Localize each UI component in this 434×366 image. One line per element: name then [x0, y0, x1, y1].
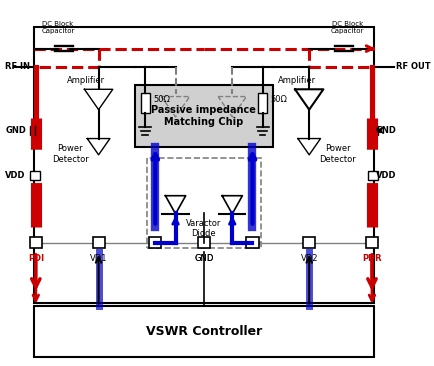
Text: DC Block
Capacitor: DC Block Capacitor [331, 21, 365, 34]
Bar [34, 27, 374, 303]
Text: Passive impedance
Matching Chip: Passive impedance Matching Chip [151, 105, 256, 127]
Bar [366, 238, 378, 249]
Bar [30, 126, 39, 135]
Text: RF OUT: RF OUT [396, 62, 431, 71]
Text: VSWR Controller: VSWR Controller [146, 325, 262, 339]
Text: 50Ω: 50Ω [153, 95, 170, 104]
Bar [141, 93, 150, 113]
Bar [30, 238, 42, 249]
Bar [247, 238, 259, 249]
Text: PDI: PDI [28, 254, 44, 263]
Bar [303, 238, 315, 249]
Bar [92, 238, 105, 249]
Text: 50Ω: 50Ω [271, 95, 288, 104]
Text: VD2: VD2 [300, 254, 318, 263]
Text: Power
Detector: Power Detector [319, 144, 356, 164]
Text: GND: GND [194, 254, 214, 263]
Bar [258, 93, 267, 113]
Text: VD1: VD1 [90, 254, 107, 263]
Bar [198, 238, 210, 249]
Text: VDD: VDD [376, 171, 396, 180]
Text: GND: GND [6, 126, 26, 135]
Text: GND: GND [375, 126, 396, 135]
Text: Amplifier: Amplifier [67, 76, 105, 85]
Text: VDD: VDD [6, 171, 26, 180]
Text: DC Block
Capacitor: DC Block Capacitor [41, 21, 75, 34]
Bar [147, 158, 260, 249]
Bar [149, 238, 161, 249]
Text: GND: GND [194, 254, 214, 263]
Bar [34, 306, 374, 357]
Bar [368, 171, 378, 180]
Text: PDR: PDR [362, 254, 382, 263]
Bar [368, 126, 378, 135]
Text: RF IN: RF IN [6, 62, 30, 71]
FancyBboxPatch shape [135, 85, 273, 147]
Text: Varactor
Diode: Varactor Diode [186, 219, 222, 238]
Text: Amplifier: Amplifier [278, 76, 316, 85]
Text: Power
Detector: Power Detector [52, 144, 89, 164]
Bar [30, 171, 39, 180]
